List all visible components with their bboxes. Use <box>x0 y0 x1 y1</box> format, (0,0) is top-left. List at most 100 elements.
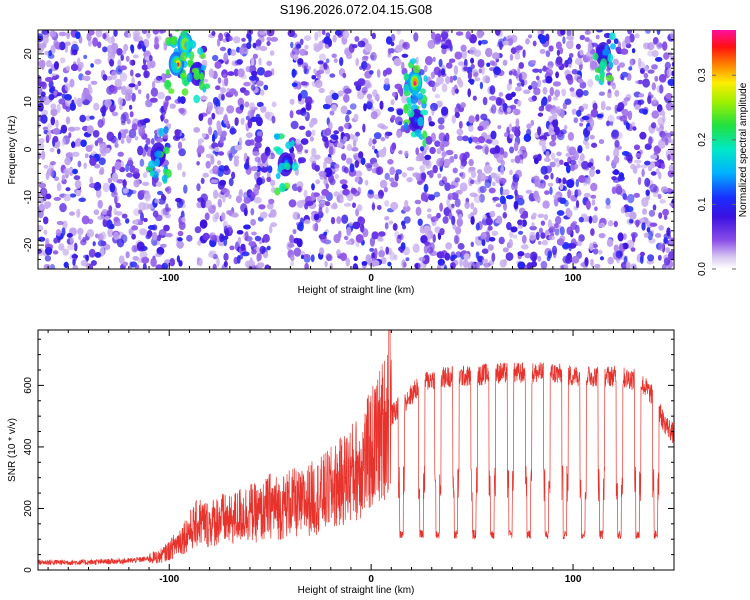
heatmap-cell <box>460 171 466 179</box>
heatmap-cell <box>641 221 646 231</box>
heatmap-cell <box>297 186 302 192</box>
heatmap-cell <box>146 230 153 238</box>
heatmap-cell <box>656 41 663 50</box>
heatmap-cell <box>137 247 145 252</box>
heatmap-cell <box>52 250 59 255</box>
heatmap-cell <box>455 31 464 36</box>
heatmap-cell <box>73 97 78 105</box>
heatmap-cell <box>145 137 151 145</box>
heatmap-cell <box>348 124 352 129</box>
heatmap-cell <box>250 116 258 123</box>
heatmap-cell <box>38 225 44 232</box>
heatmap-cell <box>249 139 255 146</box>
heatmap-cell <box>257 252 262 261</box>
heatmap-cell <box>566 179 575 188</box>
heatmap-cell <box>544 190 550 196</box>
heatmap-cell <box>600 100 606 111</box>
heatmap-cell <box>312 223 317 231</box>
heatmap-cell <box>343 202 352 207</box>
heatmap-cell <box>252 42 257 49</box>
heatmap-cell <box>284 163 291 171</box>
chart-title: S196.2026.072.04.15.G08 <box>280 2 433 17</box>
heatmap-cell <box>634 219 641 226</box>
heatmap-cell <box>134 264 140 269</box>
heatmap-cell <box>141 64 149 71</box>
heatmap-cell <box>448 184 456 189</box>
heatmap-cell <box>662 208 669 216</box>
heatmap-cell <box>314 32 319 41</box>
heatmap-cell <box>668 135 672 144</box>
heatmap-cell <box>565 255 572 264</box>
heatmap-cell <box>455 189 463 195</box>
heatmap-cell <box>133 208 141 216</box>
heatmap-cell <box>469 46 477 55</box>
heatmap-cell <box>289 98 295 105</box>
heatmap-cell <box>670 154 674 162</box>
heatmap-cell <box>360 223 365 233</box>
heatmap-cell <box>125 91 131 102</box>
heatmap-cell <box>339 57 344 66</box>
heatmap-cell <box>509 146 515 154</box>
heatmap-cell <box>609 121 614 126</box>
heatmap-cell <box>537 182 545 189</box>
heatmap-cell <box>633 192 640 198</box>
heatmap-cell <box>42 195 47 202</box>
heatmap-cell <box>184 40 190 50</box>
heatmap-cell <box>100 231 107 240</box>
heatmap-cell <box>403 90 411 97</box>
heatmap-cell <box>358 151 364 159</box>
heatmap-cell <box>665 247 671 253</box>
heatmap-cell <box>99 145 106 154</box>
heatmap-cell <box>89 156 97 166</box>
heatmap-cell <box>418 257 426 262</box>
heatmap-cell <box>594 67 601 73</box>
heatmap-cell <box>94 252 102 258</box>
heatmap-cell <box>343 136 348 142</box>
heatmap-cell <box>649 161 656 169</box>
heatmap-cell <box>112 49 117 55</box>
heatmap-cell <box>640 251 645 257</box>
heatmap-cell <box>354 176 360 183</box>
heatmap-cell <box>256 116 263 127</box>
heatmap-cell <box>543 174 549 180</box>
heatmap-cell <box>592 52 599 61</box>
heatmap-cell <box>52 135 59 143</box>
heatmap-cell <box>314 79 323 89</box>
heatmap-cell <box>387 48 391 55</box>
colorbar-ticks: 0.00.10.20.3 <box>697 68 736 276</box>
heatmap-cell <box>49 30 57 38</box>
heatmap-cell <box>78 61 84 69</box>
heatmap-cell <box>43 164 49 169</box>
heatmap-cell <box>309 136 314 142</box>
heatmap-cell <box>613 148 620 158</box>
heatmap-cell <box>464 201 470 209</box>
heatmap-cell <box>551 133 557 142</box>
heatmap-cell <box>482 214 488 220</box>
heatmap-cell <box>196 183 201 192</box>
heatmap-cell <box>337 230 342 239</box>
heatmap-cell <box>344 88 352 94</box>
heatmap-cell <box>642 78 650 88</box>
heatmap-cell <box>334 173 340 180</box>
heatmap-cell <box>142 172 148 179</box>
heatmap-cell <box>644 177 651 187</box>
heatmap-cell <box>445 149 454 156</box>
heatmap-cell <box>530 119 535 126</box>
heatmap-cell <box>289 110 294 119</box>
heatmap-cell <box>366 93 373 100</box>
heatmap-cell <box>555 177 560 184</box>
heatmap-cell <box>525 189 533 194</box>
heatmap-cell <box>552 96 558 101</box>
heatmap-cell <box>599 61 607 71</box>
heatmap-cell <box>287 243 295 248</box>
heatmap-cell <box>579 49 584 56</box>
heatmap-cell <box>424 154 432 160</box>
heatmap-cell <box>376 167 382 175</box>
heatmap-cell <box>82 236 87 243</box>
heatmap-cell <box>237 68 245 78</box>
heatmap-cell <box>608 61 614 69</box>
heatmap-cell <box>665 102 674 111</box>
heatmap-cell <box>462 259 469 268</box>
heatmap-cell <box>655 57 663 62</box>
